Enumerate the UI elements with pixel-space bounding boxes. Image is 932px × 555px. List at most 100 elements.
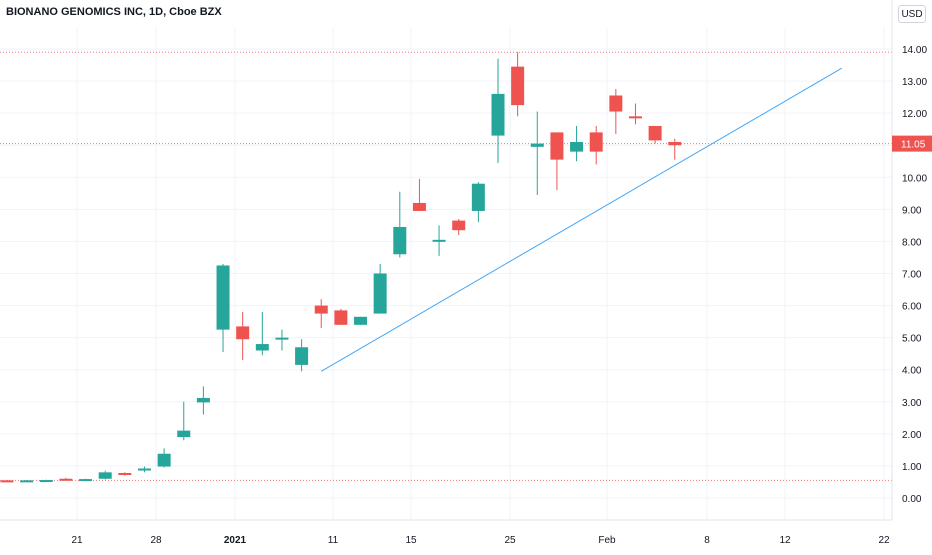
candle (177, 401, 191, 441)
candle-body (334, 310, 348, 325)
x-tick-label: Feb (598, 535, 616, 546)
grid (0, 28, 892, 520)
candle-body (530, 143, 544, 147)
candle (471, 182, 485, 223)
y-tick-label: 7.00 (902, 270, 922, 281)
x-tick-label: 15 (405, 535, 417, 546)
candle (118, 472, 132, 476)
candle-body (452, 220, 466, 231)
currency-button[interactable]: USD (898, 5, 926, 23)
candle (491, 58, 505, 163)
candle (589, 125, 603, 165)
candle (137, 466, 151, 473)
candle-body (196, 397, 210, 403)
candle (452, 218, 466, 236)
candle (39, 479, 53, 483)
candle-body (432, 239, 446, 242)
candle (275, 329, 289, 351)
candle (373, 263, 387, 314)
x-tick-label: 22 (878, 535, 890, 546)
candle (98, 470, 112, 480)
candle-body (79, 479, 93, 482)
x-tick-label: 11 (328, 535, 339, 546)
candle-body (118, 472, 132, 475)
candle (628, 103, 642, 125)
x-tick-label: 8 (704, 535, 710, 546)
candle-body (628, 116, 642, 119)
candle (530, 111, 544, 195)
candle (157, 448, 171, 468)
candle (20, 480, 34, 483)
candle-body (668, 142, 682, 146)
candle (59, 477, 73, 481)
x-tick-label: 25 (504, 535, 516, 546)
candle-body (393, 226, 407, 255)
candle (412, 178, 426, 211)
candle (432, 225, 446, 256)
last-price-label: 11.05 (901, 140, 926, 151)
y-tick-label: 4.00 (902, 366, 922, 377)
candle (196, 386, 210, 415)
y-tick-label: 9.00 (902, 205, 922, 216)
trendline[interactable] (320, 67, 842, 372)
candle-body (609, 95, 623, 112)
candle (295, 339, 309, 372)
candle (334, 308, 348, 325)
candle-body (412, 202, 426, 211)
candle-body (295, 347, 309, 365)
y-tick-label: 10.00 (902, 173, 927, 184)
y-tick-label: 1.00 (902, 462, 922, 473)
candle-body (550, 132, 564, 160)
candle-body (471, 183, 485, 211)
candle (354, 316, 368, 325)
candle-body (255, 344, 269, 351)
x-tick-label: 28 (150, 535, 162, 546)
candle (511, 52, 525, 117)
y-tick-label: 2.00 (902, 430, 922, 441)
candle (550, 132, 564, 191)
candle-body (373, 273, 387, 314)
candle-body (39, 480, 53, 483)
y-tick-label: 5.00 (902, 334, 922, 345)
candle (609, 89, 623, 134)
candle (79, 478, 93, 482)
candle (255, 311, 269, 356)
candle-body (648, 125, 662, 141)
candle-body (216, 265, 230, 330)
candles (0, 52, 682, 483)
candle (314, 299, 328, 329)
y-tick-label: 13.00 (902, 77, 927, 88)
last-price-tag (892, 135, 932, 152)
candle (236, 311, 250, 361)
trendline-layer (320, 67, 842, 372)
candle-body (314, 305, 328, 314)
x-tick-label: 21 (71, 535, 83, 546)
candle-body (589, 132, 603, 152)
x-tick-label: 12 (779, 535, 791, 546)
candle-body (59, 478, 73, 481)
candle-body (354, 316, 368, 325)
candle-body (0, 480, 14, 483)
candle (0, 480, 14, 483)
chart-title: BIONANO GENOMICS INC, 1D, Cboe BZX (6, 6, 222, 18)
y-tick-label: 6.00 (902, 302, 922, 313)
y-tick-label: 0.00 (902, 494, 922, 505)
y-tick-label: 12.00 (902, 109, 927, 120)
candle (668, 138, 682, 160)
candle-body (98, 472, 112, 479)
candle-body (275, 337, 289, 340)
candle-body (570, 142, 584, 152)
candle-body (236, 326, 250, 340)
y-tick-label: 8.00 (902, 237, 922, 248)
x-tick-label: 2021 (224, 535, 247, 546)
candle-body (511, 66, 525, 106)
candle (648, 125, 662, 144)
y-tick-label: 3.00 (902, 398, 922, 409)
candle (570, 125, 584, 162)
candle-body (491, 93, 505, 136)
candle-body (177, 430, 191, 438)
y-tick-label: 14.00 (902, 45, 927, 56)
